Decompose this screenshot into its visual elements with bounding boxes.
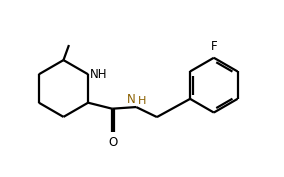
Text: O: O [108,136,118,149]
Text: N: N [127,93,136,106]
Text: H: H [137,96,146,106]
Text: NH: NH [90,68,108,81]
Text: F: F [210,40,217,53]
